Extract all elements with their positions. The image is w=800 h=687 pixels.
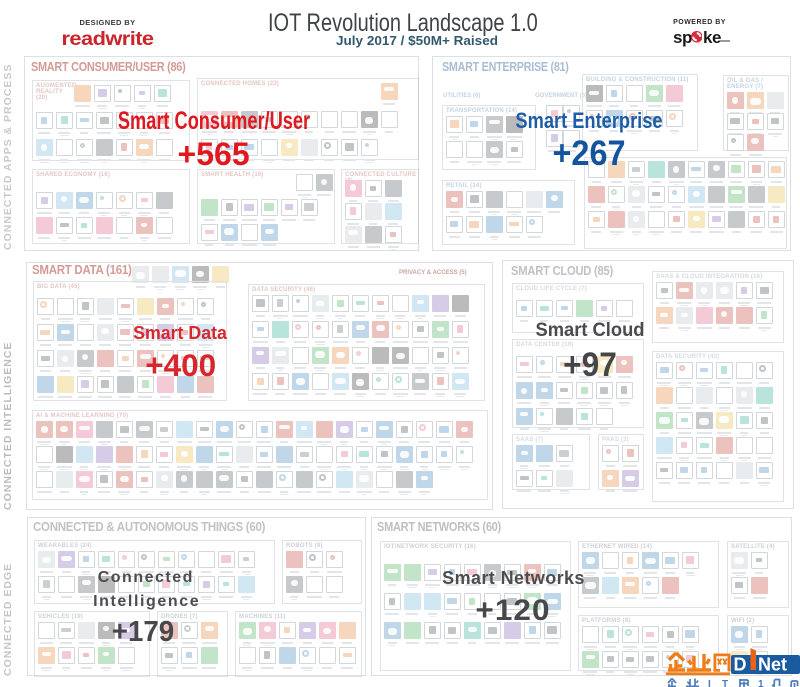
svg-text:1: 1 xyxy=(758,679,764,687)
svg-text:Net: Net xyxy=(758,655,787,675)
svg-text:T: T xyxy=(722,679,728,687)
svg-text:I: I xyxy=(708,679,711,687)
svg-text:D: D xyxy=(734,655,747,675)
